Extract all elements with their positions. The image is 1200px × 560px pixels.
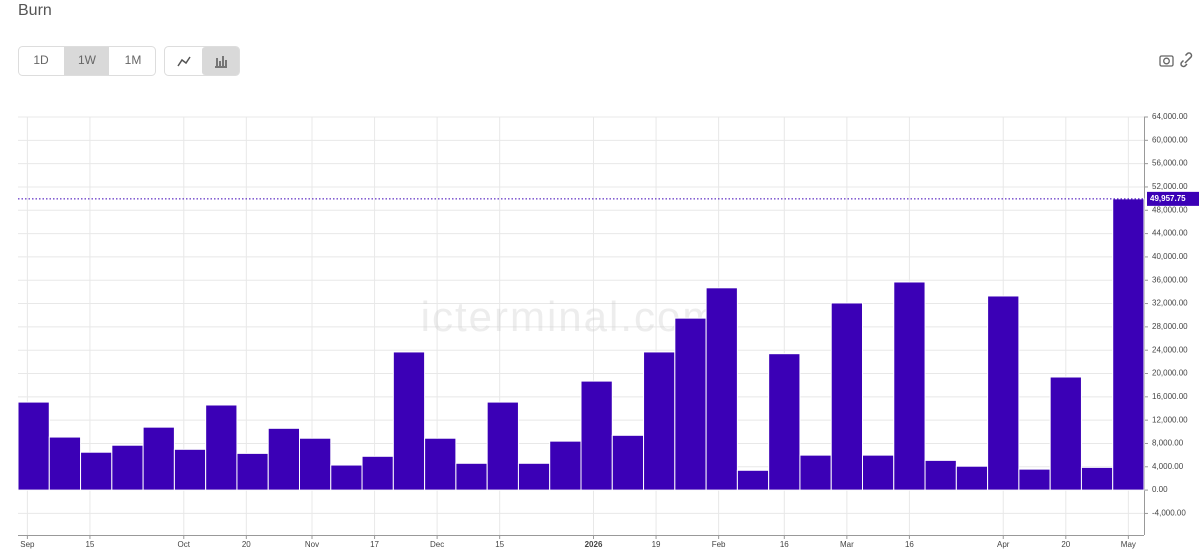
y-tick-label: 44,000.00 [1152, 229, 1188, 238]
x-tick-label: Apr [997, 540, 1010, 549]
bar [674, 317, 707, 491]
bar [1080, 466, 1114, 491]
last-value-label: 49,957.75 [1150, 194, 1186, 203]
bar [955, 465, 989, 491]
x-tick-label: 20 [242, 540, 251, 549]
y-tick-label: 0.00 [1152, 485, 1168, 494]
bar [48, 436, 82, 491]
bar [424, 437, 457, 491]
interval-button[interactable]: 1M [125, 53, 142, 67]
bar [893, 281, 926, 491]
bar [486, 401, 519, 491]
bar [517, 462, 551, 491]
y-tick-label: 28,000.00 [1152, 322, 1188, 331]
y-tick-label: -4,000.00 [1152, 509, 1186, 518]
y-tick-label: 20,000.00 [1152, 369, 1188, 378]
line-chart-button[interactable] [177, 56, 191, 67]
bar [455, 462, 488, 491]
bar [1049, 376, 1082, 491]
bar [799, 454, 832, 491]
bar [111, 444, 144, 491]
y-tick-label: 64,000.00 [1152, 112, 1188, 121]
x-tick-label: 20 [1061, 540, 1070, 549]
x-tick-label: Sep [20, 540, 35, 549]
y-tick-label: 36,000.00 [1152, 275, 1188, 284]
link-button[interactable] [1180, 52, 1193, 68]
y-tick-label: 52,000.00 [1152, 182, 1188, 191]
bar [361, 455, 394, 491]
screenshot-button[interactable] [1159, 55, 1174, 67]
bar [1018, 468, 1051, 491]
bar [830, 302, 864, 491]
bar [267, 427, 301, 491]
y-tick-label: 16,000.00 [1152, 392, 1188, 401]
bar [643, 351, 676, 491]
x-tick-label: May [1121, 540, 1136, 549]
bar [142, 426, 175, 491]
bar-chart-button[interactable] [215, 56, 227, 68]
bar [549, 440, 582, 491]
bar [987, 295, 1020, 491]
interval-button[interactable]: 1W [78, 53, 97, 67]
last-value-badge [1147, 191, 1199, 206]
bar [768, 353, 801, 491]
y-tick-label: 32,000.00 [1152, 299, 1188, 308]
bar [236, 452, 269, 491]
x-tick-label: Mar [840, 540, 854, 549]
x-tick-label: Nov [305, 540, 319, 549]
bar [330, 464, 363, 491]
y-tick-label: 40,000.00 [1152, 252, 1188, 261]
chart-title: Burn [18, 2, 52, 19]
x-tick-label: 16 [780, 540, 789, 549]
bar [205, 404, 238, 491]
interval-button[interactable]: 1D [33, 53, 49, 67]
bar [705, 287, 738, 491]
bar [299, 437, 332, 491]
y-tick-label: 48,000.00 [1152, 205, 1188, 214]
y-tick-label: 24,000.00 [1152, 345, 1188, 354]
bar [1112, 198, 1145, 491]
y-tick-label: 56,000.00 [1152, 159, 1188, 168]
x-tick-label: 2026 [585, 540, 603, 549]
bar [924, 459, 957, 491]
x-tick-label: Feb [712, 540, 726, 549]
x-tick-label: 15 [495, 540, 504, 549]
x-tick-label: Dec [430, 540, 444, 549]
bar [173, 448, 207, 491]
active-interval [64, 47, 109, 75]
x-tick-label: Oct [178, 540, 191, 549]
bar [392, 351, 426, 491]
bar [862, 454, 895, 491]
bar [736, 469, 770, 491]
watermark: icterminal.com [421, 293, 720, 340]
y-tick-label: 60,000.00 [1152, 135, 1188, 144]
y-tick-label: 12,000.00 [1152, 415, 1188, 424]
x-tick-label: 19 [652, 540, 661, 549]
y-tick-label: 4,000.00 [1152, 462, 1184, 471]
bar [17, 401, 50, 491]
y-tick-label: 8,000.00 [1152, 439, 1184, 448]
x-tick-label: 16 [905, 540, 914, 549]
x-tick-label: 15 [85, 540, 94, 549]
bar [580, 380, 613, 491]
bars [17, 198, 1145, 491]
bar [611, 434, 645, 491]
bar [80, 451, 113, 491]
x-tick-label: 17 [370, 540, 379, 549]
